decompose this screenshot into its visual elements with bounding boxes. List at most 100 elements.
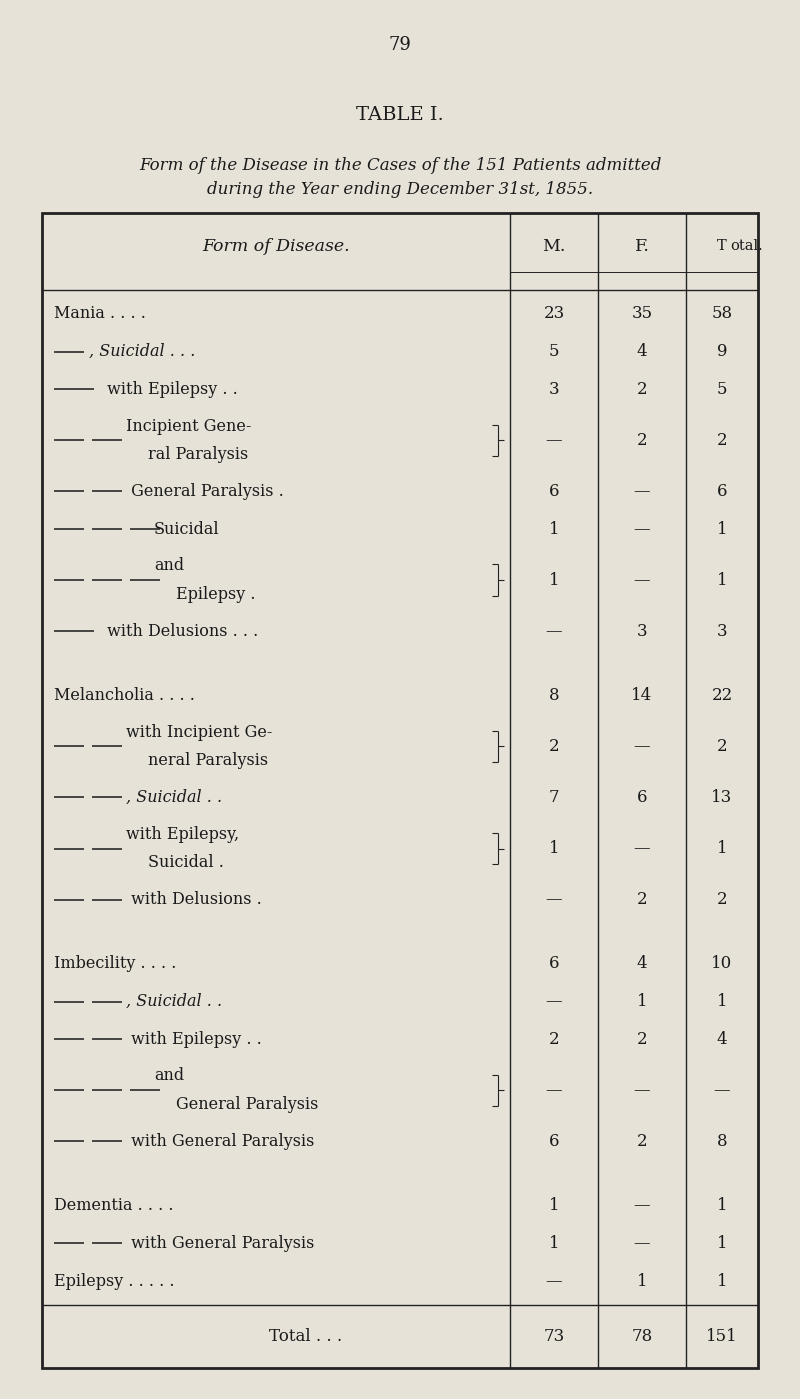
Text: 2: 2: [637, 381, 647, 397]
Text: 2: 2: [717, 432, 727, 449]
Text: 2: 2: [717, 891, 727, 908]
Text: Mania . . . .: Mania . . . .: [54, 305, 146, 322]
Text: 9: 9: [717, 343, 727, 360]
Text: 23: 23: [543, 305, 565, 322]
Text: Suicidal .: Suicidal .: [148, 855, 224, 872]
Text: General Paralysis .: General Paralysis .: [126, 483, 284, 499]
Text: and: and: [154, 557, 184, 575]
Text: 79: 79: [389, 36, 411, 55]
Text: 7: 7: [549, 789, 559, 806]
Text: —: —: [634, 1198, 650, 1214]
Text: Epilepsy . . . . .: Epilepsy . . . . .: [54, 1273, 174, 1290]
Text: 4: 4: [637, 956, 647, 972]
Text: 6: 6: [637, 789, 647, 806]
Text: 78: 78: [631, 1328, 653, 1344]
Text: 8: 8: [549, 687, 559, 704]
Text: —: —: [634, 739, 650, 755]
Text: 2: 2: [637, 1133, 647, 1150]
Text: 1: 1: [637, 1273, 647, 1290]
Text: 3: 3: [717, 623, 727, 639]
Text: 1: 1: [637, 993, 647, 1010]
Text: 3: 3: [549, 381, 559, 397]
Text: 4: 4: [717, 1031, 727, 1048]
Text: with General Paralysis: with General Paralysis: [126, 1133, 314, 1150]
Text: 8: 8: [717, 1133, 727, 1150]
Text: 1: 1: [717, 993, 727, 1010]
Text: 2: 2: [717, 739, 727, 755]
Text: Form of the Disease in the Cases of the 151 Patients admitted: Form of the Disease in the Cases of the …: [139, 157, 661, 173]
Text: with Delusions .: with Delusions .: [126, 891, 262, 908]
Text: with Delusions . . .: with Delusions . . .: [102, 623, 258, 639]
Text: 6: 6: [717, 483, 727, 499]
Text: —: —: [634, 572, 650, 589]
Text: 58: 58: [711, 305, 733, 322]
Text: and: and: [154, 1067, 184, 1084]
Text: during the Year ending December 31st, 1855.: during the Year ending December 31st, 18…: [207, 182, 593, 199]
Text: with Epilepsy . .: with Epilepsy . .: [126, 1031, 262, 1048]
Text: Incipient Gene-: Incipient Gene-: [126, 418, 251, 435]
Text: Total . . .: Total . . .: [270, 1328, 342, 1344]
Text: —: —: [546, 432, 562, 449]
Text: 2: 2: [549, 739, 559, 755]
Text: ral Paralysis: ral Paralysis: [148, 446, 248, 463]
Text: 1: 1: [717, 520, 727, 537]
Text: Dementia . . . .: Dementia . . . .: [54, 1198, 174, 1214]
Text: 2: 2: [637, 891, 647, 908]
Text: —: —: [634, 1235, 650, 1252]
Text: neral Paralysis: neral Paralysis: [148, 753, 268, 769]
Text: 1: 1: [717, 1198, 727, 1214]
Text: 3: 3: [637, 623, 647, 639]
Text: 2: 2: [549, 1031, 559, 1048]
Text: —: —: [714, 1081, 730, 1098]
Text: 1: 1: [549, 520, 559, 537]
Text: —: —: [634, 520, 650, 537]
Text: General Paralysis: General Paralysis: [176, 1097, 318, 1114]
Text: with Incipient Ge-: with Incipient Ge-: [126, 723, 272, 740]
Text: , Suicidal . . .: , Suicidal . . .: [89, 343, 195, 360]
Text: with Epilepsy . .: with Epilepsy . .: [102, 381, 238, 397]
Text: —: —: [546, 993, 562, 1010]
Text: 6: 6: [549, 956, 559, 972]
Text: —: —: [546, 1081, 562, 1098]
Text: —: —: [634, 1081, 650, 1098]
Text: M.: M.: [542, 238, 566, 255]
Text: Imbecility . . . .: Imbecility . . . .: [54, 956, 176, 972]
Text: —: —: [546, 623, 562, 639]
Text: 35: 35: [631, 305, 653, 322]
Text: Form of Disease.: Form of Disease.: [202, 238, 350, 255]
Text: with Epilepsy,: with Epilepsy,: [126, 825, 239, 842]
Text: 5: 5: [549, 343, 559, 360]
Text: 1: 1: [717, 1273, 727, 1290]
Text: 2: 2: [637, 432, 647, 449]
Text: TABLE I.: TABLE I.: [356, 106, 444, 125]
Text: 2: 2: [637, 1031, 647, 1048]
Text: 10: 10: [711, 956, 733, 972]
Text: 73: 73: [543, 1328, 565, 1344]
Text: —: —: [634, 839, 650, 858]
Text: 22: 22: [711, 687, 733, 704]
Text: 1: 1: [549, 839, 559, 858]
Text: 4: 4: [637, 343, 647, 360]
Text: —: —: [546, 1273, 562, 1290]
Text: 1: 1: [717, 1235, 727, 1252]
Text: , Suicidal . .: , Suicidal . .: [126, 993, 222, 1010]
Text: 1: 1: [549, 572, 559, 589]
Text: otal.: otal.: [730, 239, 762, 253]
Text: 13: 13: [711, 789, 733, 806]
Text: Melancholia . . . .: Melancholia . . . .: [54, 687, 195, 704]
Text: Suicidal: Suicidal: [154, 520, 220, 537]
Text: , Suicidal . .: , Suicidal . .: [126, 789, 222, 806]
Text: —: —: [546, 891, 562, 908]
Text: F.: F.: [634, 238, 650, 255]
Bar: [42, 213, 758, 1368]
Text: 1: 1: [549, 1235, 559, 1252]
Text: 6: 6: [549, 483, 559, 499]
Text: 1: 1: [549, 1198, 559, 1214]
Text: 14: 14: [631, 687, 653, 704]
Text: Epilepsy .: Epilepsy .: [176, 586, 255, 603]
Text: with General Paralysis: with General Paralysis: [126, 1235, 314, 1252]
Text: T: T: [717, 239, 727, 253]
Text: —: —: [634, 483, 650, 499]
Text: 5: 5: [717, 381, 727, 397]
Text: 151: 151: [706, 1328, 738, 1344]
